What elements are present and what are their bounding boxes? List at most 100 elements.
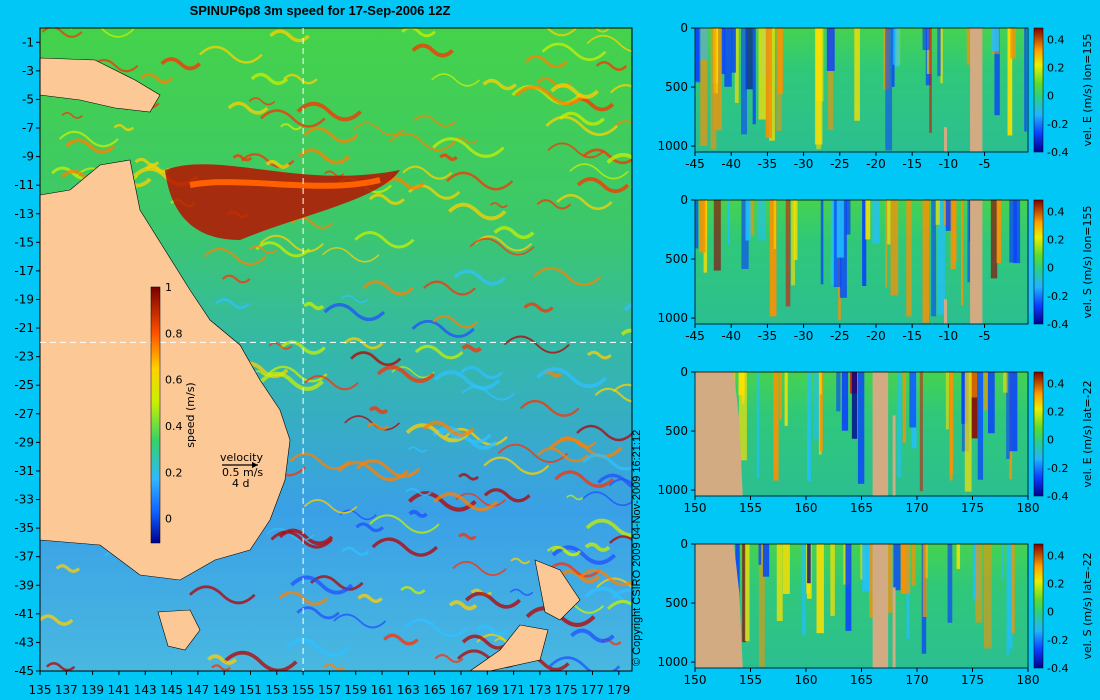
x-tick-label: 167 [450, 683, 473, 697]
eddy-streak [223, 650, 298, 671]
eddy-streak [249, 245, 278, 254]
y-tick-label: -45 [14, 664, 34, 678]
velocity-colorbar-tick: -0.2 [1047, 462, 1068, 475]
x-tick-label: -30 [794, 329, 814, 343]
eddy-streak [323, 663, 346, 671]
x-tick-label: 163 [397, 683, 420, 697]
x-tick-label: -30 [794, 157, 814, 171]
eddy-streak [433, 370, 501, 391]
y-tick-label: 1000 [657, 483, 688, 497]
velocity-streak [975, 544, 983, 623]
velocity-streak [777, 28, 783, 95]
eddy-streak [203, 247, 267, 266]
velocity-streak [906, 200, 912, 317]
x-tick-label: -40 [721, 329, 741, 343]
eddy-streak [408, 446, 428, 453]
velocity-streak [926, 28, 932, 75]
seafloor-mask [944, 127, 948, 152]
velocity-streak [699, 200, 706, 253]
x-tick-label: -25 [830, 157, 850, 171]
eddy-streak [411, 319, 475, 338]
eddy-streak [260, 109, 326, 128]
velocity-colorbar [1033, 27, 1044, 153]
velocity-streak [961, 372, 968, 424]
eddy-streak [551, 546, 581, 556]
eddy-streak [578, 568, 632, 587]
eddy-streak [70, 28, 135, 38]
velocity-streak [857, 372, 865, 484]
velocity-streak [710, 28, 717, 150]
velocity-streak [758, 200, 766, 241]
velocity-streak [713, 200, 721, 271]
eddy-streak [362, 280, 414, 296]
x-tick-label: -20 [866, 157, 886, 171]
x-tick-label: 139 [81, 683, 104, 697]
velocity-colorbar-tick: 0.4 [1047, 377, 1065, 390]
velocity-streak [994, 28, 1000, 116]
eddy-streak [623, 302, 632, 312]
velocity-streak [1003, 372, 1008, 393]
velocity-streak [929, 28, 932, 133]
eddy-streak [523, 302, 554, 313]
y-tick-label: -13 [14, 207, 34, 221]
x-tick-label: 149 [213, 683, 236, 697]
x-tick-label: 165 [850, 501, 873, 515]
velocity-streak [887, 200, 891, 245]
velocity-colorbar-tick: 0 [1047, 606, 1054, 619]
velocity-legend-time: 4 d [232, 477, 249, 490]
eddy-streak [366, 422, 389, 431]
eddy-streak [582, 453, 632, 471]
eddy-streak [536, 199, 572, 210]
x-tick-label: -35 [758, 157, 778, 171]
eddy-streak [339, 509, 377, 521]
x-tick-label: -45 [685, 157, 705, 171]
x-tick-label: 173 [528, 683, 551, 697]
velocity-streak [937, 28, 941, 77]
eddy-streak [554, 470, 615, 488]
velocity-streak [931, 200, 937, 317]
velocity-colorbar-tick: -0.4 [1047, 662, 1068, 675]
eddy-streak [355, 459, 421, 478]
section-panel: 150 155 160 165 170 175 180 0 500 1000 0.4 0.2 0 -0.2… [657, 537, 1094, 687]
y-tick-label: 500 [665, 596, 688, 610]
velocity-streak [742, 544, 746, 643]
y-tick-label: -33 [14, 493, 34, 507]
velocity-streak [731, 28, 736, 73]
seafloor-mask [872, 372, 889, 496]
copyright-note: © Copyright CSIRO 2009 04-Nov-2009 16:21… [631, 429, 643, 666]
eddy-streak [260, 371, 324, 391]
eddy-streak [524, 54, 568, 69]
y-tick-label: -11 [14, 178, 34, 192]
velocity-streak [960, 200, 964, 306]
x-tick-label: 165 [850, 673, 873, 687]
velocity-colorbar-label: vel. S (m/s) lat=-22 [1081, 552, 1094, 659]
velocity-streak [819, 372, 822, 395]
velocity-streak [862, 200, 867, 287]
land [39, 57, 581, 672]
x-tick-label: -5 [979, 329, 991, 343]
y-tick-label: 0 [680, 193, 688, 207]
velocity-streak [892, 28, 897, 65]
velocity-streak [956, 544, 961, 569]
eddy-streak [464, 591, 521, 609]
eddy-streak [343, 337, 384, 350]
eddy-streak [340, 294, 369, 304]
eddy-streak [461, 385, 516, 401]
eddy-streak [371, 537, 439, 557]
velocity-streak [996, 200, 1001, 263]
eddy-streak [582, 491, 632, 507]
velocity-streak [782, 544, 790, 594]
map-frame [39, 27, 633, 672]
eddy-streak [446, 171, 514, 191]
eddy-streak [55, 564, 81, 573]
speed-colorbar-label: speed (m/s) [184, 382, 197, 447]
velocity-streak [791, 200, 796, 286]
seafloor-mask [970, 28, 983, 152]
velocity-streak [984, 372, 988, 411]
eddy-streak [545, 115, 619, 137]
velocity-colorbar [1033, 371, 1044, 497]
y-tick-label: -1 [22, 35, 34, 49]
x-tick-label: 171 [502, 683, 525, 697]
